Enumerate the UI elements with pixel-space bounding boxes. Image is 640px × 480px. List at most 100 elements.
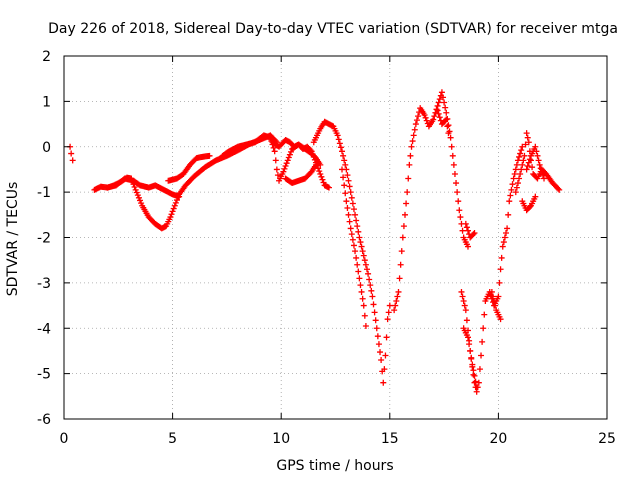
- y-tick-label: -5: [37, 367, 51, 383]
- data-point: [368, 287, 375, 294]
- data-point: [445, 130, 452, 137]
- data-point: [449, 152, 456, 159]
- data-point: [131, 184, 138, 191]
- data-point: [345, 177, 352, 184]
- data-point: [523, 166, 530, 173]
- y-tick-label: 2: [42, 49, 51, 65]
- chart-title: Day 226 of 2018, Sidereal Day-to-day VTE…: [48, 21, 618, 37]
- data-point: [443, 116, 450, 123]
- data-point: [464, 334, 471, 341]
- data-point: [556, 186, 563, 193]
- data-point: [435, 110, 442, 117]
- data-point: [343, 198, 350, 205]
- data-point: [273, 166, 280, 173]
- data-point: [350, 242, 357, 249]
- data-point: [532, 143, 539, 150]
- data-point: [365, 270, 372, 277]
- data-point: [359, 248, 366, 255]
- data-point: [284, 157, 291, 164]
- axis-ticks: [63, 55, 608, 420]
- data-point: [455, 198, 462, 205]
- data-point: [472, 378, 479, 385]
- data-point: [539, 172, 546, 179]
- data-point: [500, 239, 507, 246]
- data-point: [516, 175, 523, 182]
- x-tick-label: 5: [168, 431, 177, 447]
- data-point: [458, 288, 465, 295]
- data-point: [534, 152, 541, 159]
- data-point: [206, 152, 213, 159]
- data-point: [505, 211, 512, 218]
- data-point: [312, 161, 319, 168]
- data-point: [495, 293, 502, 300]
- data-point: [347, 225, 354, 232]
- data-point: [362, 322, 369, 329]
- data-point: [283, 160, 290, 167]
- data-point: [362, 261, 369, 268]
- x-tick-label: 15: [381, 431, 399, 447]
- data-point: [345, 211, 352, 218]
- x-axis-label: GPS time / hours: [276, 458, 393, 474]
- data-point: [396, 275, 403, 282]
- data-point: [448, 143, 455, 150]
- data-point: [348, 231, 355, 238]
- data-point: [385, 309, 392, 316]
- data-point: [339, 166, 346, 173]
- data-point: [506, 198, 513, 205]
- data-point: [176, 193, 183, 200]
- data-point: [286, 151, 293, 158]
- data-point: [382, 352, 389, 359]
- data-point: [504, 225, 511, 232]
- data-point: [360, 252, 367, 259]
- data-point: [353, 254, 360, 261]
- data-point: [476, 366, 483, 373]
- data-point: [352, 211, 359, 218]
- data-point: [538, 168, 545, 175]
- data-point: [370, 301, 377, 308]
- data-point: [537, 165, 544, 172]
- data-point: [350, 206, 357, 213]
- data-point: [459, 227, 466, 234]
- data-point: [533, 148, 540, 155]
- data-point: [356, 275, 363, 282]
- data-point: [460, 298, 467, 305]
- data-point: [309, 151, 316, 158]
- data-point: [378, 357, 385, 364]
- x-tick-label: 10: [272, 431, 290, 447]
- data-point: [69, 157, 76, 164]
- data-point: [346, 183, 353, 190]
- data-point: [433, 106, 440, 113]
- data-point: [281, 165, 288, 172]
- data-point: [287, 148, 294, 155]
- data-point: [374, 333, 381, 340]
- y-tick-label: 1: [42, 94, 51, 110]
- data-point: [340, 152, 347, 159]
- data-point: [342, 190, 349, 197]
- y-tick-label: -4: [37, 321, 51, 337]
- data-point: [400, 223, 407, 230]
- data-point: [436, 114, 443, 121]
- y-tick-label: -2: [37, 231, 51, 247]
- data-point: [470, 367, 477, 374]
- data-point: [318, 173, 325, 180]
- data-point: [499, 243, 506, 250]
- data-point: [463, 317, 470, 324]
- data-point: [541, 175, 548, 182]
- data-point: [529, 164, 536, 171]
- data-point: [440, 94, 447, 101]
- data-point: [285, 154, 292, 161]
- data-point: [342, 161, 349, 168]
- data-point: [308, 148, 315, 155]
- data-point: [457, 214, 464, 221]
- data-point: [352, 248, 359, 255]
- data-point: [524, 134, 531, 141]
- data-point: [480, 325, 487, 332]
- data-point: [355, 268, 362, 275]
- data-point: [491, 298, 498, 305]
- data-point: [478, 352, 485, 359]
- data-point: [498, 254, 505, 261]
- data-point: [358, 243, 365, 250]
- data-point: [473, 384, 480, 391]
- y-tick-label: -1: [37, 185, 51, 201]
- data-point: [344, 172, 351, 179]
